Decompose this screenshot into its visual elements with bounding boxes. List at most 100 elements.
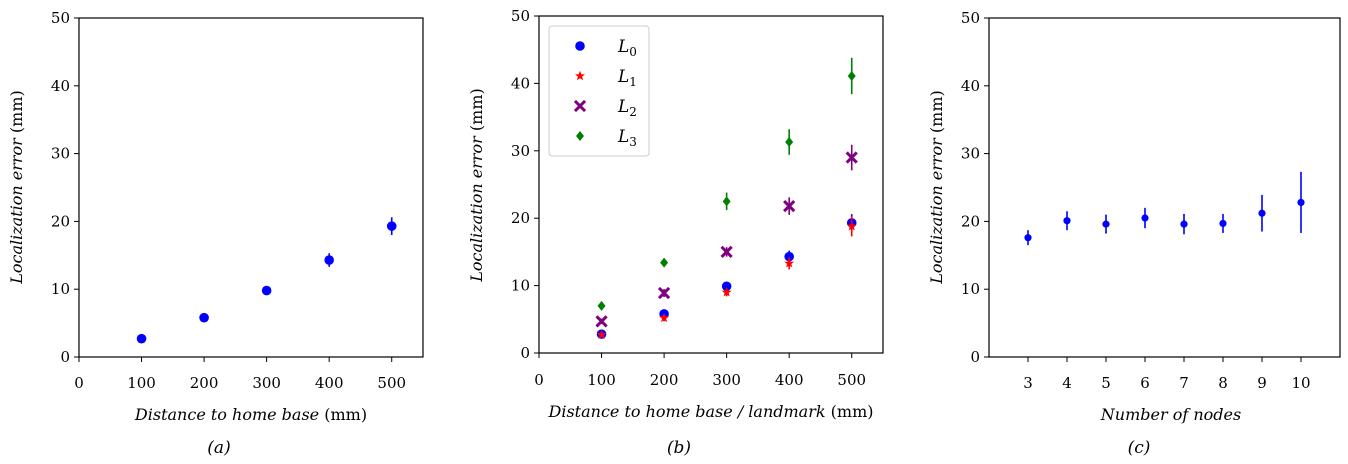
x-axis-label-text: Distance to home base [134, 405, 319, 424]
plot-frame [78, 17, 424, 358]
data-point [1180, 220, 1188, 228]
data-point [1063, 217, 1071, 225]
data-point [721, 287, 732, 297]
data-point [659, 312, 670, 323]
y-tick-label: 10 [51, 280, 70, 298]
plot-frame [988, 17, 1341, 358]
x-tick-label: 3 [1023, 374, 1033, 392]
legend-entry: L0 [617, 37, 637, 59]
data-point [657, 286, 671, 300]
series-L2 [595, 144, 858, 328]
y-axis-label: Localization error (mm) [467, 88, 486, 283]
data-point [721, 281, 732, 292]
x-tick-label: 4 [1062, 374, 1072, 392]
legend-entry-name: L [617, 67, 629, 87]
x-tick-label: 100 [587, 371, 616, 389]
data-point [783, 199, 796, 213]
x-axis-label: Distance to home base / landmark (mm) [548, 402, 874, 421]
data-point [597, 300, 606, 311]
y-axis-label-text: Localization error [467, 135, 486, 283]
x-tick-label: 400 [315, 374, 344, 392]
x-tick-label: 300 [712, 371, 741, 389]
x-tick-label: 100 [127, 374, 156, 392]
legend-entry: L1 [617, 67, 637, 89]
y-axis-unit: (mm) [467, 88, 486, 136]
data-point [845, 151, 858, 164]
y-tick-label: 0 [520, 344, 530, 362]
legend-entry: L2 [617, 97, 637, 119]
y-tick-label: 0 [970, 348, 980, 366]
x-tick-label: 500 [837, 371, 866, 389]
legend-marker [576, 131, 584, 141]
legend-box [548, 25, 650, 157]
legend-entry-name: L [617, 37, 629, 57]
x-tick-label: 300 [252, 374, 281, 392]
y-tick-label: 30 [961, 145, 980, 163]
x-tick-label: 10 [1291, 374, 1310, 392]
y-tick-label: 10 [511, 277, 530, 295]
data-point [847, 70, 856, 81]
plot-frame [538, 15, 884, 354]
x-tick-label: 200 [190, 374, 219, 392]
x-tick-label: 200 [650, 371, 679, 389]
data-point [660, 257, 669, 268]
data-point [136, 333, 147, 344]
y-tick-label: 50 [961, 9, 980, 27]
y-axis-unit: (mm) [927, 90, 946, 138]
y-tick-label: 20 [961, 212, 980, 230]
x-axis-label: Distance to home base (mm) [134, 405, 367, 424]
panel-caption: (c) [1128, 438, 1151, 458]
data-point [720, 245, 733, 259]
panel-caption: (a) [207, 438, 230, 458]
data-point [1258, 209, 1266, 217]
x-tick-label: 400 [775, 371, 804, 389]
legend-entry-name: L [617, 97, 629, 117]
y-axis-unit: (mm) [7, 90, 26, 138]
x-tick-label: 7 [1179, 374, 1189, 392]
data-point [784, 258, 795, 268]
y-axis-label: Localization error (mm) [7, 90, 26, 285]
y-tick-label: 20 [51, 212, 70, 230]
panel-caption: (b) [667, 438, 691, 458]
x-axis-unit: (mm) [319, 405, 367, 424]
y-tick-label: 30 [51, 145, 70, 163]
data-point [1024, 234, 1032, 242]
y-axis-label-text: Localization error [927, 137, 946, 285]
data-point [846, 221, 857, 231]
data-point [595, 315, 608, 328]
legend-entry: L3 [617, 127, 637, 149]
y-tick-label: 20 [511, 209, 530, 227]
x-tick-label: 500 [377, 374, 406, 392]
series-L3 [597, 57, 856, 311]
legend-entry-subscript: 1 [629, 75, 637, 89]
y-tick-label: 10 [961, 280, 980, 298]
data-point [1219, 219, 1227, 228]
legend-entry-subscript: 2 [629, 105, 637, 119]
x-tick-label: 8 [1218, 374, 1228, 392]
y-tick-label: 40 [511, 74, 530, 92]
x-axis-label: Number of nodes [1100, 405, 1241, 424]
y-tick-label: 40 [961, 77, 980, 95]
data-point [785, 137, 794, 148]
data-point [1102, 220, 1110, 228]
legend-entry-subscript: 3 [629, 135, 637, 149]
x-axis-unit: (mm) [826, 402, 874, 421]
data-point [324, 255, 334, 265]
series-0 [1024, 171, 1305, 246]
data-point [261, 285, 272, 296]
legend-marker [575, 41, 585, 51]
y-axis-label: Localization error (mm) [927, 90, 946, 285]
data-point [722, 196, 731, 207]
x-axis-label-text: Distance to home base / landmark [548, 402, 826, 421]
data-point [1297, 198, 1305, 207]
y-tick-label: 0 [60, 348, 70, 366]
series-0 [136, 217, 397, 344]
data-point [596, 329, 607, 340]
data-point [199, 312, 209, 323]
x-tick-label: 9 [1257, 374, 1267, 392]
x-tick-label: 5 [1101, 374, 1111, 392]
series-L1 [596, 216, 857, 340]
chart-panel-c: 3 4 5 6 7 8 9 10 0 10 20 30 40 50 Number of nodes Local… [927, 9, 1341, 458]
